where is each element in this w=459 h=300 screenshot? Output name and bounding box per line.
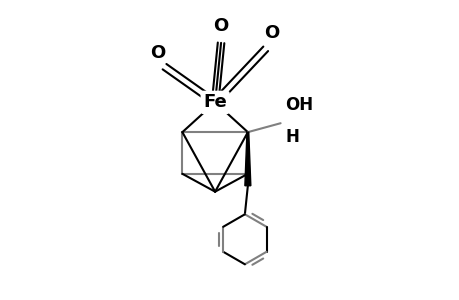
Text: O: O xyxy=(150,44,165,62)
Text: Fe: Fe xyxy=(203,93,226,111)
Text: O: O xyxy=(213,16,228,34)
Text: OH: OH xyxy=(285,96,313,114)
Polygon shape xyxy=(244,132,250,186)
Text: H: H xyxy=(285,128,299,146)
Text: O: O xyxy=(263,24,279,42)
